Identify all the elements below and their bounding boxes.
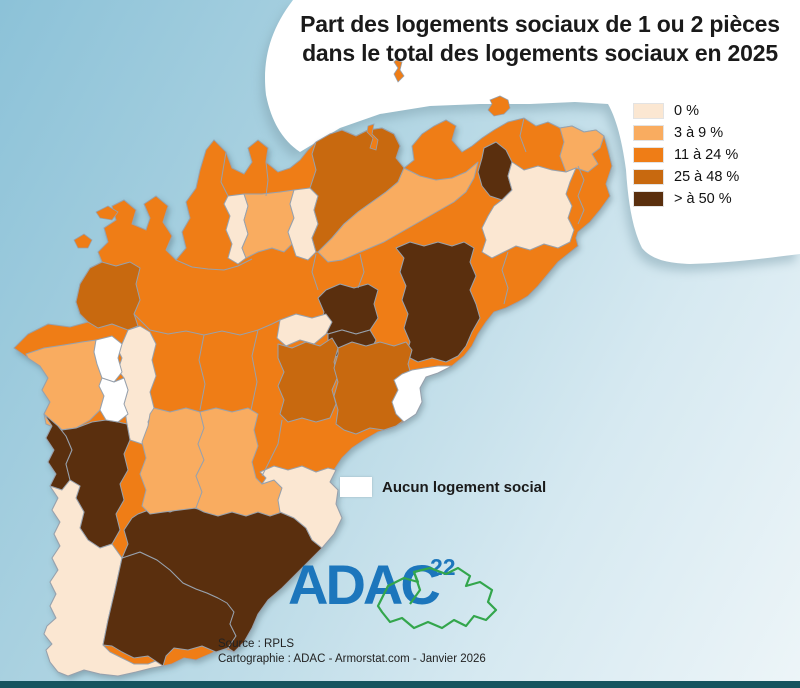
cartography-line: Cartographie : ADAC - Armorstat.com - Ja…	[218, 653, 486, 665]
map-island-sillon	[366, 123, 379, 151]
map-inner-border-0	[133, 313, 281, 336]
legend-item-3: 25 à 48 %	[633, 166, 739, 188]
department-outline-icon	[376, 566, 498, 630]
legend-label-0: 0 %	[674, 103, 699, 119]
map-inner-border-6	[357, 253, 365, 289]
map-inner-border-9	[577, 165, 585, 225]
no-data-swatch	[340, 477, 372, 497]
legend-label-2: 11 à 24 %	[674, 147, 739, 163]
legend-item-4: > à 50 %	[633, 188, 739, 210]
legend-swatch-1	[633, 125, 664, 141]
map-inner-border-10	[519, 117, 527, 153]
map-region-grand-brun-est	[395, 241, 481, 363]
source-line: Source : RPLS	[218, 638, 295, 650]
legend-item-1: 3 à 9 %	[633, 122, 739, 144]
legend-item-0: 0 %	[633, 100, 739, 122]
map-region-blanc-sud-est	[391, 365, 453, 423]
no-data-legend: Aucun logement social	[340, 477, 546, 497]
adac-logo-text: ADAC	[288, 553, 441, 616]
map-island-ilot-2	[95, 205, 119, 221]
legend-label-3: 25 à 48 %	[674, 169, 740, 185]
map-region-bande-lo-ne	[317, 161, 479, 263]
legend-swatch-2	[633, 147, 664, 163]
map-island-ilot-nord	[393, 59, 405, 83]
map-inner-border-8	[501, 251, 509, 305]
legend-label-4: > à 50 %	[674, 191, 732, 207]
map-region-creme-sud-ouest	[43, 479, 164, 677]
bottom-bar	[0, 681, 800, 688]
map-title: Part des logements sociaux de 1 ou 2 piè…	[300, 10, 780, 68]
map-inner-border-11	[261, 419, 283, 477]
map-inner-border-1	[175, 258, 253, 271]
map-region-fonce-centre-1	[277, 337, 339, 423]
map-inner-border-5	[265, 161, 269, 197]
map-island-ile-brehat	[487, 95, 511, 117]
map-region-lo-centre-sud-1	[139, 407, 205, 515]
legend: 0 % 3 à 9 % 11 à 24 % 25 à 48 % > à 50 %	[633, 100, 739, 210]
source-credits: Source : RPLS Cartographie : ADAC - Armo…	[218, 637, 486, 667]
legend-swatch-3	[633, 169, 664, 185]
map-region-creme-ne	[481, 161, 577, 259]
map-title-line2: dans le total des logements sociaux en 2…	[302, 40, 778, 66]
map-region-fonce-centre-2	[333, 341, 413, 435]
map-inner-border-2	[198, 334, 206, 411]
map-title-line1: Part des logements sociaux de 1 ou 2 piè…	[300, 11, 780, 37]
map-inner-border-3	[250, 329, 259, 411]
no-data-label: Aucun logement social	[382, 478, 547, 496]
map-region-creme-sud	[259, 465, 343, 549]
map-region-brun-ouest-2	[57, 419, 131, 549]
map-region-cote-ouest	[75, 261, 141, 331]
adac-logo: ADAC 22	[288, 552, 508, 632]
legend-label-1: 3 à 9 %	[674, 125, 724, 141]
map-region-ouest-littoral	[25, 339, 105, 431]
map-region-blanc-ouest-2	[98, 377, 129, 423]
legend-swatch-4	[633, 191, 664, 207]
map-inner-border-4	[220, 151, 229, 197]
map-region-lo-riviere	[241, 189, 295, 259]
adac-logo-outline-icon	[376, 566, 498, 630]
map-inner-border-7	[311, 253, 319, 291]
map-island-ilot-1	[73, 233, 93, 249]
map-region-blanc-ouest-1	[93, 335, 123, 383]
legend-swatch-0	[633, 103, 664, 119]
map-region-lo-ne	[559, 125, 605, 173]
legend-item-2: 11 à 24 %	[633, 144, 739, 166]
adac-logo-number: 22	[430, 554, 456, 580]
map-region-creme-centre	[276, 313, 333, 347]
